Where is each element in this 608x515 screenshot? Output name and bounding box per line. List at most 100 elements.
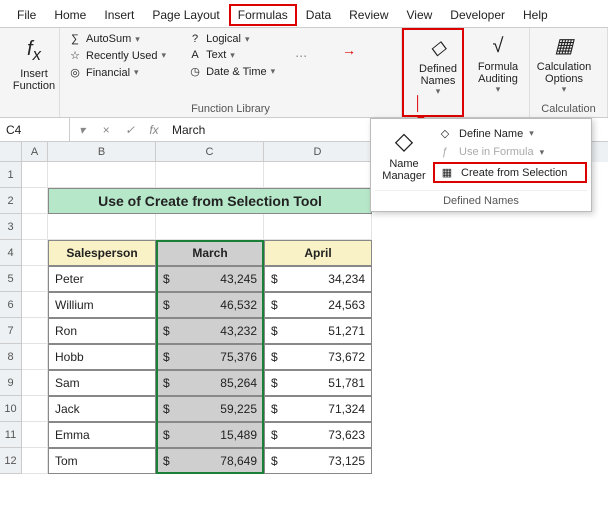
calculation-options-button[interactable]: ▦ Calculation Options ▾ [536, 32, 592, 98]
cell-name[interactable]: Sam [48, 370, 156, 396]
confirm-icon[interactable]: ✓ [118, 123, 142, 137]
select-all-corner[interactable] [0, 142, 22, 162]
row-header-3[interactable]: 3 [0, 214, 22, 240]
recently-used-button[interactable]: ☆Recently Used▾ [66, 48, 168, 63]
row-header-7[interactable]: 7 [0, 318, 22, 344]
cell[interactable] [264, 214, 372, 240]
chevron-down-icon: ▾ [230, 50, 235, 61]
cell-march[interactable]: $78,649 [156, 448, 264, 474]
header-march[interactable]: March [156, 240, 264, 266]
formula-auditing-button[interactable]: √ Formula Auditing ▾ [470, 32, 526, 98]
row-header-9[interactable]: 9 [0, 370, 22, 396]
cell[interactable] [264, 162, 372, 188]
ribbon-group-defined-names: ◇ Defined Names ▾ [402, 28, 464, 117]
text-button[interactable]: AText▾ [186, 48, 277, 62]
cell-april[interactable]: $71,324 [264, 396, 372, 422]
name-manager-button[interactable]: ◇ Name Manager [375, 123, 433, 186]
insert-function-button[interactable]: fx Insert Function [6, 32, 62, 98]
cell[interactable] [22, 240, 48, 266]
cell[interactable] [22, 396, 48, 422]
cell-march[interactable]: $15,489 [156, 422, 264, 448]
col-header-c[interactable]: C [156, 142, 264, 162]
more-functions[interactable]: ⋯ [295, 32, 307, 80]
date-time-button[interactable]: ◷Date & Time▾ [186, 64, 277, 79]
cell-name[interactable]: Ron [48, 318, 156, 344]
cell[interactable] [22, 292, 48, 318]
cell-april[interactable]: $34,234 [264, 266, 372, 292]
row-header-2[interactable]: 2 [0, 188, 22, 214]
cell[interactable] [22, 370, 48, 396]
cell-name[interactable]: Willium [48, 292, 156, 318]
defined-names-button[interactable]: ◇ Defined Names ▾ [410, 34, 466, 100]
row-header-11[interactable]: 11 [0, 422, 22, 448]
cell[interactable] [22, 188, 48, 214]
cell-march[interactable]: $43,232 [156, 318, 264, 344]
cell[interactable] [22, 266, 48, 292]
row-header-12[interactable]: 12 [0, 448, 22, 474]
cell-name[interactable]: Emma [48, 422, 156, 448]
name-box[interactable]: C4 [0, 118, 70, 141]
ribbon-group-formula-auditing: √ Formula Auditing ▾ [464, 28, 530, 117]
row-header-4[interactable]: 4 [0, 240, 22, 266]
logical-button[interactable]: ?Logical▾ [186, 32, 277, 46]
row-header-8[interactable]: 8 [0, 344, 22, 370]
row-header-1[interactable]: 1 [0, 162, 22, 188]
header-salesperson[interactable]: Salesperson [48, 240, 156, 266]
cell-april[interactable]: $73,623 [264, 422, 372, 448]
row-header-5[interactable]: 5 [0, 266, 22, 292]
menu-data[interactable]: Data [297, 4, 340, 26]
financial-button[interactable]: ◎Financial▾ [66, 65, 168, 80]
cell[interactable] [156, 214, 264, 240]
cell[interactable] [156, 162, 264, 188]
cell-name[interactable]: Peter [48, 266, 156, 292]
row-header-6[interactable]: 6 [0, 292, 22, 318]
col-header-b[interactable]: B [48, 142, 156, 162]
menu-view[interactable]: View [398, 4, 442, 26]
cell-april[interactable]: $24,563 [264, 292, 372, 318]
menu-developer[interactable]: Developer [441, 4, 514, 26]
menu-page-layout[interactable]: Page Layout [143, 4, 228, 26]
cell-name[interactable]: Hobb [48, 344, 156, 370]
name-box-dropdown-icon[interactable]: ▾ [70, 123, 94, 137]
cell-march[interactable]: $43,245 [156, 266, 264, 292]
chevron-down-icon: ▾ [271, 66, 276, 77]
cell-march[interactable]: $85,264 [156, 370, 264, 396]
use-in-formula-item: ƒUse in Formula▾ [433, 144, 587, 160]
cell[interactable] [22, 422, 48, 448]
chevron-down-icon: ▾ [162, 50, 167, 61]
cell-name[interactable]: Jack [48, 396, 156, 422]
cell-march[interactable]: $46,532 [156, 292, 264, 318]
cell[interactable] [22, 162, 48, 188]
cell-name[interactable]: Tom [48, 448, 156, 474]
cell[interactable] [22, 448, 48, 474]
annotation-arrow-icon: → [342, 42, 356, 58]
row-header-10[interactable]: 10 [0, 396, 22, 422]
col-header-a[interactable]: A [22, 142, 48, 162]
menu-insert[interactable]: Insert [95, 4, 143, 26]
define-name-item[interactable]: ◇Define Name▾ [433, 125, 587, 142]
menu-home[interactable]: Home [45, 4, 95, 26]
menu-formulas[interactable]: Formulas [229, 4, 297, 26]
cell-april[interactable]: $51,781 [264, 370, 372, 396]
menu-review[interactable]: Review [340, 4, 397, 26]
cell[interactable] [22, 318, 48, 344]
cell[interactable] [22, 344, 48, 370]
header-april[interactable]: April [264, 240, 372, 266]
cell[interactable] [48, 162, 156, 188]
menu-help[interactable]: Help [514, 4, 557, 26]
autosum-button[interactable]: ∑AutoSum▾ [66, 32, 168, 46]
fx-icon[interactable]: fx [142, 123, 166, 137]
menu-file[interactable]: File [8, 4, 45, 26]
col-header-d[interactable]: D [264, 142, 372, 162]
cell-march[interactable]: $75,376 [156, 344, 264, 370]
insert-function-label: Insert Function [6, 68, 62, 92]
title-banner[interactable]: Use of Create from Selection Tool [48, 188, 372, 214]
cancel-icon[interactable]: × [94, 123, 118, 137]
cell[interactable] [22, 214, 48, 240]
cell-march[interactable]: $59,225 [156, 396, 264, 422]
cell-april[interactable]: $51,271 [264, 318, 372, 344]
cell-april[interactable]: $73,125 [264, 448, 372, 474]
cell-april[interactable]: $73,672 [264, 344, 372, 370]
create-from-selection-item[interactable]: ▦Create from Selection [433, 162, 587, 183]
cell[interactable] [48, 214, 156, 240]
